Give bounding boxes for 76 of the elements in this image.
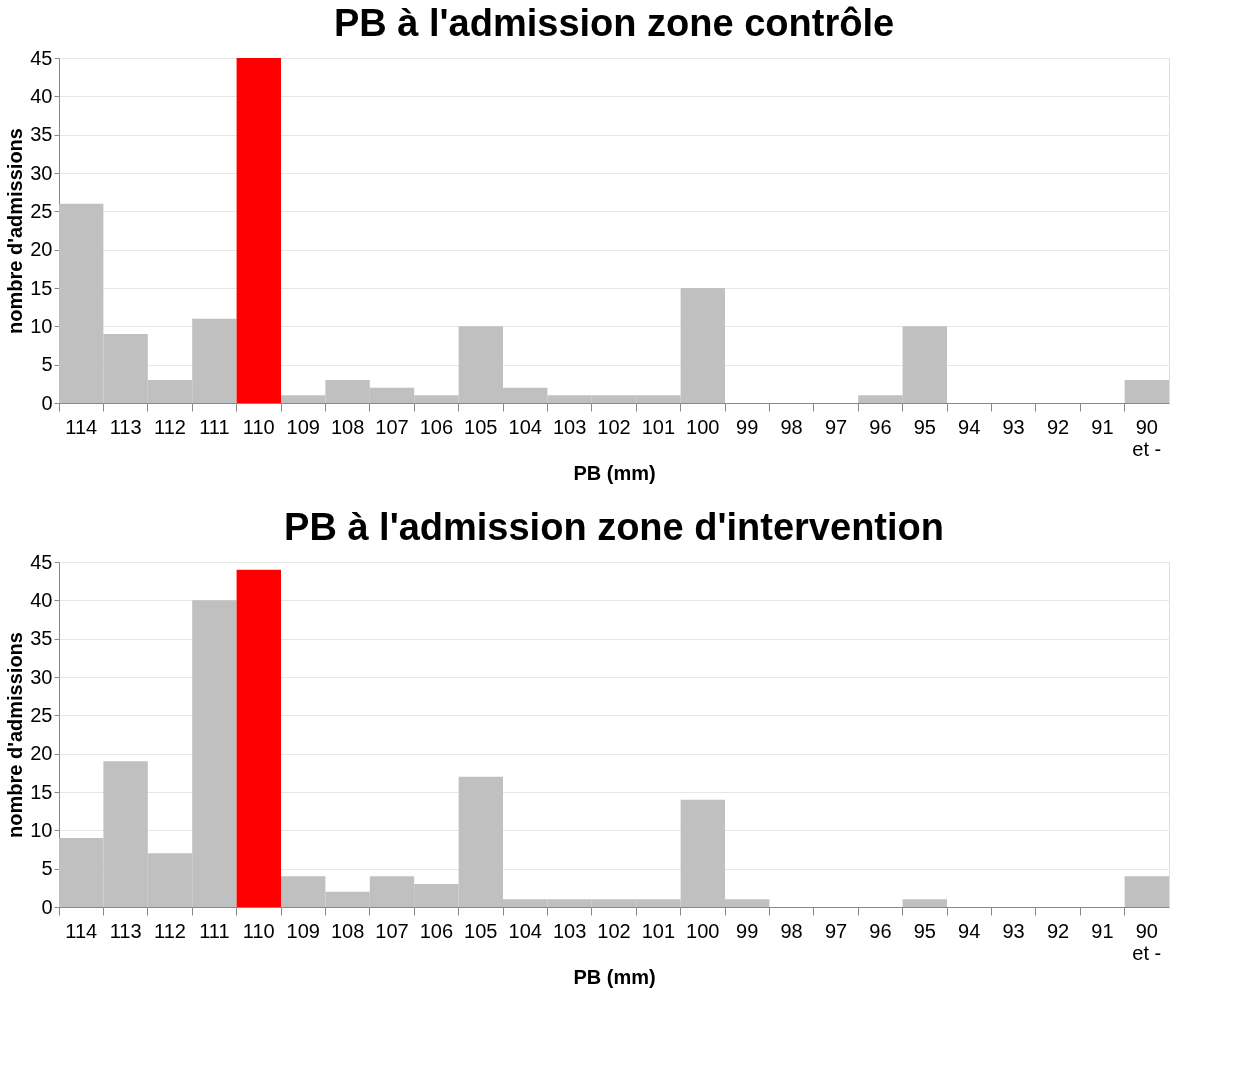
x-tick-label: 106 <box>419 415 454 438</box>
x-tick-label: 114 <box>65 919 98 942</box>
x-tick-label: 107 <box>375 415 409 438</box>
x-tick-label: 105 <box>464 919 498 942</box>
x-tick-label: 108 <box>330 919 365 942</box>
x-axis-title: PB (mm) <box>573 461 656 484</box>
x-tick-label: 111 <box>199 415 230 438</box>
x-tick-label: 99 <box>736 415 759 438</box>
x-tick-label: 108 <box>330 415 365 438</box>
y-tick-label: 35 <box>30 627 53 650</box>
y-tick-label: 45 <box>30 550 53 573</box>
y-tick-label: 5 <box>41 857 53 880</box>
x-tick-label: 103 <box>552 919 587 942</box>
x-tick-label: 113 <box>109 415 142 438</box>
x-tick-label: 114 <box>65 415 98 438</box>
x-tick-label: 101 <box>641 919 676 942</box>
y-tick-label: 45 <box>30 46 53 69</box>
x-tick-label: 111 <box>199 919 230 942</box>
y-tick-label: 40 <box>30 84 53 107</box>
x-tick-label: 94 <box>958 415 981 438</box>
x-tick-label: 94 <box>958 919 981 942</box>
x-tick-label: 110 <box>242 415 275 438</box>
y-tick-label: 5 <box>41 353 53 376</box>
x-tick-label: 103 <box>552 415 587 438</box>
x-tick-label: 113 <box>109 919 142 942</box>
chart-title: PB à l'admission zone contrôle <box>333 2 895 44</box>
x-tick-label: 93 <box>1002 919 1025 942</box>
x-axis-title: PB (mm) <box>573 965 656 988</box>
x-tick-label: 99 <box>736 919 759 942</box>
y-tick-label: 0 <box>41 895 53 918</box>
x-tick-label: 109 <box>286 415 320 438</box>
y-tick-label: 25 <box>30 199 53 222</box>
x-tick-label: 90 et - <box>1132 919 1162 964</box>
y-tick-label: 30 <box>30 665 53 688</box>
x-tick-label: 98 <box>780 415 803 438</box>
x-tick-label: 95 <box>913 415 936 438</box>
y-tick-label: 25 <box>30 703 53 726</box>
x-tick-label: 110 <box>242 919 275 942</box>
y-tick-label: 0 <box>41 391 53 414</box>
x-tick-label: 91 <box>1091 919 1114 942</box>
y-axis-title: nombre d'admissions <box>4 128 27 334</box>
x-tick-label: 107 <box>375 919 409 942</box>
x-tick-label: 104 <box>508 415 542 438</box>
x-tick-label: 92 <box>1046 919 1070 942</box>
x-tick-label: 104 <box>508 919 542 942</box>
y-axis-title: nombre d'admissions <box>4 632 27 838</box>
y-tick-label: 40 <box>30 588 53 611</box>
x-tick-label: 97 <box>824 919 848 942</box>
x-tick-label: 105 <box>464 415 498 438</box>
y-tick-label: 20 <box>30 238 53 261</box>
x-tick-label: 96 <box>869 415 892 438</box>
x-tick-label: 96 <box>869 919 892 942</box>
x-tick-label: 106 <box>419 919 454 942</box>
y-tick-label: 15 <box>30 780 53 803</box>
x-tick-label: 97 <box>824 415 848 438</box>
y-tick-label: 20 <box>30 742 53 765</box>
y-tick-label: 10 <box>30 818 53 841</box>
x-tick-label: 112 <box>154 919 186 942</box>
x-tick-label: 98 <box>780 919 803 942</box>
x-tick-label: 91 <box>1091 415 1114 438</box>
x-tick-label: 112 <box>154 415 186 438</box>
y-tick-label: 10 <box>30 314 53 337</box>
y-tick-label: 35 <box>30 123 53 146</box>
y-tick-label: 30 <box>30 161 53 184</box>
x-tick-label: 100 <box>686 919 720 942</box>
y-tick-label: 15 <box>30 276 53 299</box>
x-tick-label: 95 <box>913 919 936 942</box>
x-tick-label: 101 <box>641 415 676 438</box>
x-tick-label: 100 <box>686 415 720 438</box>
x-tick-label: 102 <box>597 415 631 438</box>
x-tick-label: 109 <box>286 919 320 942</box>
x-tick-label: 90 et - <box>1132 415 1162 460</box>
x-tick-label: 102 <box>597 919 631 942</box>
x-tick-label: 93 <box>1002 415 1025 438</box>
chart-title: PB à l'admission zone d'intervention <box>284 506 944 548</box>
x-tick-label: 92 <box>1046 415 1070 438</box>
